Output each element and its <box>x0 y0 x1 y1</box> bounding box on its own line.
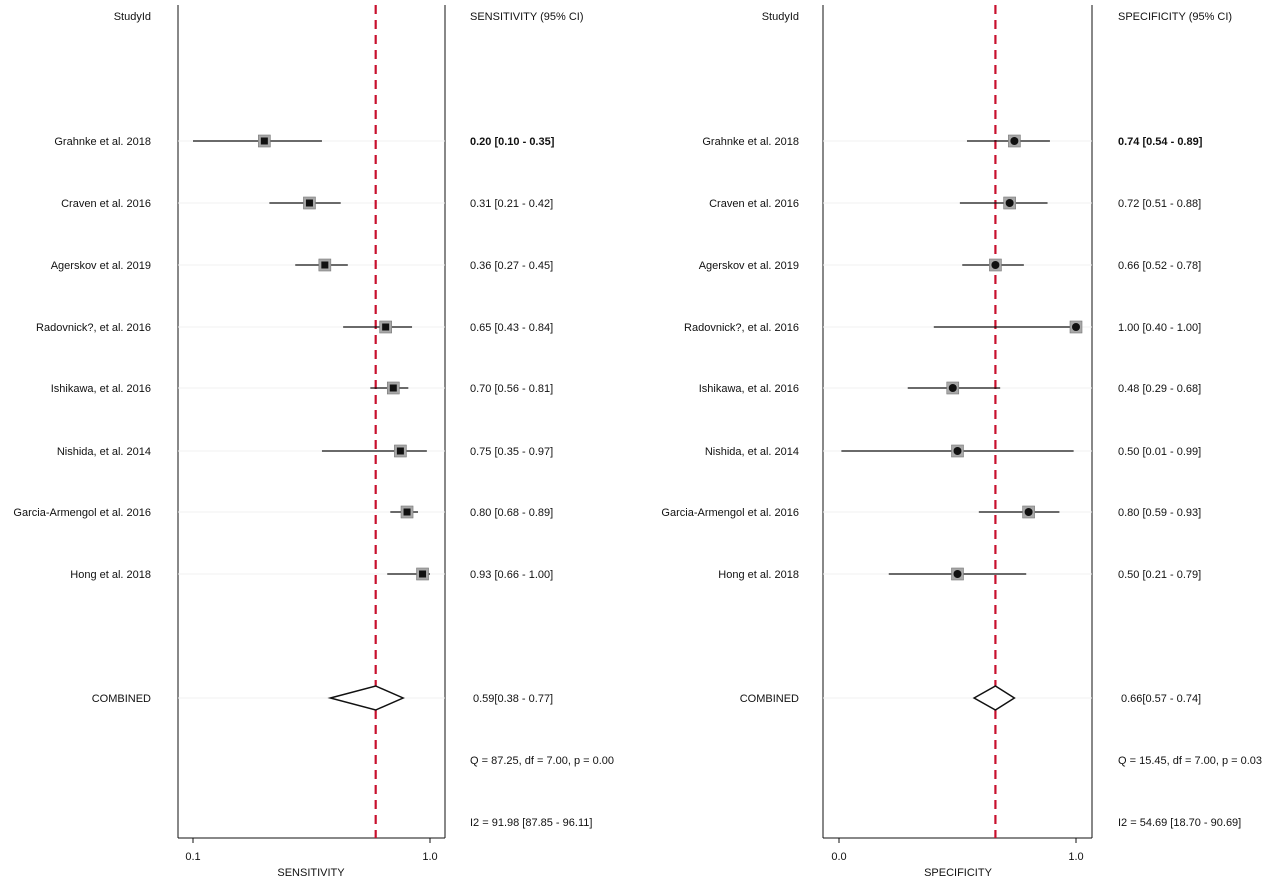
point-estimate-marker <box>1010 137 1019 145</box>
estimate-column-header: SENSITIVITY (95% CI) <box>470 11 584 23</box>
point-estimate-marker <box>321 261 329 269</box>
study-estimate-label: 0.72 [0.51 - 0.88] <box>1118 198 1201 210</box>
study-name-label: Radovnick?, et al. 2016 <box>36 322 151 334</box>
study-name-label: Nishida, et al. 2014 <box>57 446 151 458</box>
study-name-label: Garcia-Armengol et al. 2016 <box>661 507 799 519</box>
x-tick-label: 1.0 <box>422 851 437 863</box>
study-estimate-label: 0.74 [0.54 - 0.89] <box>1118 136 1203 148</box>
study-estimate-label: 0.20 [0.10 - 0.35] <box>470 136 555 148</box>
study-name-label: Grahnke et al. 2018 <box>702 136 799 148</box>
forest-panel-sensitivity: 0.1 1.0 SENSITIVITY StudyId SENSITIVITY (95%… <box>13 5 614 879</box>
point-estimate-marker <box>389 384 397 392</box>
heterogeneity-q-statistic: Q = 87.25, df = 7.00, p = 0.00 <box>470 755 614 767</box>
study-estimate-label: 0.80 [0.59 - 0.93] <box>1118 507 1201 519</box>
study-estimate-label: 0.50 [0.01 - 0.99] <box>1118 446 1201 458</box>
study-estimate-label: 0.48 [0.29 - 0.68] <box>1118 383 1201 395</box>
study-name-label: Agerskov et al. 2019 <box>51 260 151 272</box>
point-estimate-marker <box>1072 323 1080 331</box>
study-name-label: Hong et al. 2018 <box>718 569 799 581</box>
study-name-label: Ishikawa, et al. 2016 <box>51 383 151 395</box>
study-estimate-label: 0.31 [0.21 - 0.42] <box>470 198 553 210</box>
point-estimate-marker <box>382 323 390 331</box>
study-name-label: Craven et al. 2016 <box>61 198 151 210</box>
study-estimate-label: 1.00 [0.40 - 1.00] <box>1118 322 1201 334</box>
x-tick-label: 0.1 <box>185 851 200 863</box>
combined-estimate-label: 0.59[0.38 - 0.77] <box>473 693 553 705</box>
forest-panel-specificity: 0.0 1.0 SPECIFICITY StudyId SPECIFICITY (95%… <box>661 5 1262 879</box>
x-tick-label: 1.0 <box>1068 851 1083 863</box>
study-name-label: Garcia-Armengol et al. 2016 <box>13 507 151 519</box>
x-axis-title: SENSITIVITY <box>277 867 345 879</box>
study-name-label: Hong et al. 2018 <box>70 569 151 581</box>
study-estimate-label: 0.93 [0.66 - 1.00] <box>470 569 553 581</box>
study-estimate-label: 0.65 [0.43 - 0.84] <box>470 322 553 334</box>
x-axis-title: SPECIFICITY <box>924 867 993 879</box>
study-name-label: Radovnick?, et al. 2016 <box>684 322 799 334</box>
study-name-label: Nishida, et al. 2014 <box>705 446 799 458</box>
point-estimate-marker <box>1024 508 1033 516</box>
point-estimate-marker <box>396 447 404 455</box>
combined-estimate-diamond <box>972 685 1016 711</box>
studyid-column-header: StudyId <box>762 11 799 23</box>
estimate-column-header: SPECIFICITY (95% CI) <box>1118 11 1232 23</box>
study-name-label: Agerskov et al. 2019 <box>699 260 799 272</box>
point-estimate-marker <box>953 570 962 578</box>
point-estimate-marker <box>1005 199 1014 207</box>
combined-label: COMBINED <box>740 693 799 705</box>
study-estimate-label: 0.50 [0.21 - 0.79] <box>1118 569 1201 581</box>
heterogeneity-i2-statistic: I2 = 54.69 [18.70 - 90.69] <box>1118 817 1241 829</box>
point-estimate-marker <box>403 508 411 516</box>
combined-label: COMBINED <box>92 693 151 705</box>
study-estimate-label: 0.66 [0.52 - 0.78] <box>1118 260 1201 272</box>
study-estimate-label: 0.70 [0.56 - 0.81] <box>470 383 553 395</box>
point-estimate-marker <box>953 447 962 455</box>
point-estimate-marker <box>419 570 427 578</box>
heterogeneity-i2-statistic: I2 = 91.98 [87.85 - 96.11] <box>470 817 592 829</box>
point-estimate-marker <box>991 261 1000 269</box>
point-estimate-marker <box>948 384 957 392</box>
point-estimate-marker <box>305 199 313 207</box>
x-tick-label: 0.0 <box>831 851 846 863</box>
studyid-column-header: StudyId <box>114 11 151 23</box>
study-estimate-label: 0.80 [0.68 - 0.89] <box>470 507 553 519</box>
study-name-label: Craven et al. 2016 <box>709 198 799 210</box>
study-estimate-label: 0.36 [0.27 - 0.45] <box>470 260 553 272</box>
point-estimate-marker <box>260 137 268 145</box>
study-name-label: Grahnke et al. 2018 <box>54 136 151 148</box>
study-name-label: Ishikawa, et al. 2016 <box>699 383 799 395</box>
combined-estimate-label: 0.66[0.57 - 0.74] <box>1121 693 1201 705</box>
heterogeneity-q-statistic: Q = 15.45, df = 7.00, p = 0.03 <box>1118 755 1262 767</box>
combined-estimate-diamond <box>327 685 405 711</box>
study-estimate-label: 0.75 [0.35 - 0.97] <box>470 446 553 458</box>
